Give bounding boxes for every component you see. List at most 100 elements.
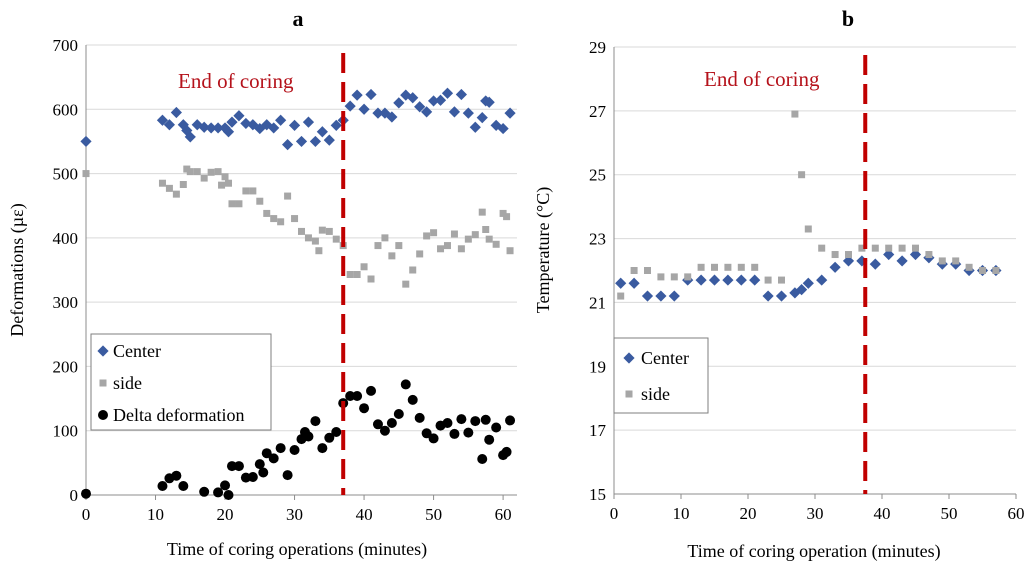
panel-a-point-delta-deformation (449, 428, 460, 439)
panel-a-point-side (346, 271, 354, 278)
panel-a-point-center (386, 111, 398, 123)
panel-a-point-side (284, 192, 292, 200)
panel-a-point-center (316, 126, 328, 138)
panel-b-point-side (912, 244, 919, 252)
panel-a-point-center (407, 92, 419, 104)
panel-a-x-tick-label: 60 (495, 505, 512, 524)
panel-b-point-side (684, 273, 692, 281)
panel-a-point-delta-deformation (491, 422, 502, 433)
panel-b-x-tick-label: 20 (740, 504, 757, 523)
panel-a-point-side (388, 252, 396, 260)
panel-a-point-side (485, 235, 493, 243)
panel-a-point-delta-deformation (331, 427, 342, 437)
panel-a-point-side (242, 187, 250, 195)
panel-a-point-delta-deformation (372, 419, 383, 430)
panel-a-x-axis-title: Time of coring operations (minutes) (167, 539, 427, 560)
panel-a-point-center (198, 121, 210, 133)
panel-a-y-tick-label: 300 (53, 293, 79, 312)
panel-a-point-delta-deformation (213, 487, 224, 498)
panel-b-x-axis-title: Time of coring operation (minutes) (687, 541, 940, 562)
legend-entry-side: side (99, 373, 142, 393)
panel-a-point-delta-deformation (324, 432, 335, 443)
panel-a-point-center (379, 107, 391, 119)
panel-a-point-center (372, 107, 384, 119)
panel-a-point-side (503, 213, 511, 221)
panel-a-point-center (240, 117, 252, 130)
legend-entry-center: Center (97, 341, 161, 361)
panel-b-point-side (644, 267, 651, 274)
panel-a-point-side (256, 197, 264, 205)
panel-b-point-center (775, 290, 788, 302)
panel-b-point-center (883, 248, 895, 261)
panel-a-point-center (295, 135, 308, 148)
panel-b-point-side (925, 251, 933, 259)
panel-b-point-side (898, 244, 906, 252)
panel-a-point-side (298, 227, 305, 235)
panel-b-y-tick-label: 21 (589, 293, 606, 312)
panel-b-x-tick-labels: 0 10 20 30 40 50 60 (610, 504, 1025, 523)
panel-a-point-center (469, 121, 481, 133)
panel-b-x-tick-label: 40 (874, 504, 891, 523)
panel-b-x-tick-label: 0 (610, 504, 619, 523)
panel-b-point-side (818, 244, 826, 252)
panel-b-point-side (670, 273, 678, 281)
panel-a-data-points (80, 87, 516, 500)
panel-b-point-center (749, 274, 761, 286)
panel-a-point-side (221, 173, 229, 181)
panel-b-point-side (737, 263, 745, 271)
panel-a-x-tick-label: 20 (217, 505, 234, 524)
panel-a-point-side (457, 245, 465, 253)
panel-a-point-side (482, 226, 490, 233)
panel-a-point-side (430, 229, 438, 237)
panel-a-point-side (207, 168, 215, 176)
panel-a-y-axis-title: Deformations (µε) (7, 203, 28, 336)
panel-b-point-center (829, 261, 841, 273)
panel-a-point-side (464, 235, 472, 243)
panel-b-point-center (869, 258, 881, 270)
panel-a-point-side (225, 179, 233, 187)
panel-a-point-delta-deformation (303, 431, 314, 442)
panel-a-y-tick-labels: 0 100 200 300 400 500 600 700 (53, 36, 79, 505)
panel-a-y-tick-label: 200 (53, 357, 79, 376)
panel-b-point-center (695, 274, 707, 286)
panel-a-point-delta-deformation (289, 445, 300, 455)
panel-b-point-side (751, 263, 759, 271)
panel-a-point-side (402, 280, 410, 288)
panel-b-y-tick-label: 27 (589, 102, 607, 121)
panel-a-point-side (165, 184, 173, 192)
panel-a-point-center (400, 89, 412, 101)
legend-delta-label: Delta deformation (113, 405, 244, 425)
panel-a-point-side (311, 237, 319, 245)
panel-b-point-side (791, 110, 799, 118)
panel-b-legend-swatch (623, 352, 635, 364)
panel-a-point-center (281, 139, 294, 151)
panel-a-point-side (416, 250, 424, 258)
legend-side-label-b: side (641, 384, 670, 404)
panel-a-point-side (437, 245, 445, 253)
panel-a-point-center (170, 106, 182, 119)
panel-b-point-side (979, 267, 986, 274)
panel-b-point-center (615, 277, 627, 289)
legend-center-marker-b (623, 352, 635, 364)
panel-a-y-tick-label: 100 (53, 422, 79, 441)
panel-b-letter: b (842, 6, 854, 31)
panel-a-point-center (476, 112, 488, 124)
panel-b-point-side (965, 263, 973, 271)
panel-a-point-side (332, 235, 340, 243)
panel-b-point-side (871, 244, 879, 252)
panel-a-point-side (158, 179, 166, 187)
panel-b-point-center (789, 287, 801, 299)
panel-b-legend-swatch (625, 390, 633, 398)
panel-a-point-center (483, 96, 495, 108)
panel-a-point-side (318, 226, 326, 234)
panel-a-point-delta-deformation (393, 409, 404, 419)
panel-b-point-side (657, 273, 665, 281)
panel-b-point-side (804, 225, 812, 233)
panel-b-point-center (802, 277, 814, 289)
legend-side-marker-b (625, 390, 633, 398)
panel-a-y-tick-label: 600 (53, 100, 79, 119)
legend-center-label-b: Center (641, 348, 689, 368)
panel-a-point-center (504, 107, 516, 119)
panel-a-point-delta-deformation (254, 459, 265, 470)
panel-a-point-side (270, 215, 278, 223)
